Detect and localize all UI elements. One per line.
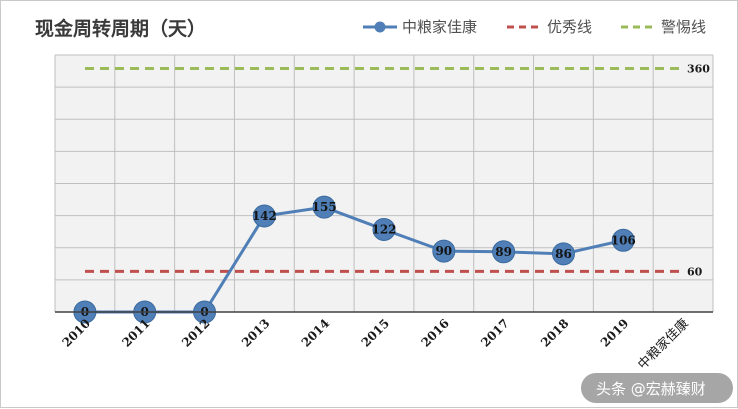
legend-item-series: 中粮家佳康 xyxy=(363,18,477,36)
x-tick-label: 2010 xyxy=(60,316,94,350)
data-point-marker xyxy=(432,239,456,263)
legend-series-marker xyxy=(374,21,386,33)
data-point-label: 122 xyxy=(371,222,396,236)
data-point-marker xyxy=(312,195,336,219)
data-point-label: 142 xyxy=(252,209,277,223)
legend-item-excellent-line: 优秀线 xyxy=(507,18,592,36)
data-point-label: 89 xyxy=(495,245,512,259)
reference-line-label-60: 60 xyxy=(687,265,703,278)
legend-warning-label: 警惕线 xyxy=(661,18,706,36)
legend-excellent-label: 优秀线 xyxy=(547,18,592,36)
data-point-marker xyxy=(372,217,396,241)
x-tick-label: 2013 xyxy=(239,316,273,350)
watermark: 头条 @宏赫臻财 xyxy=(581,373,733,403)
chart-title: 现金周转周期（天） xyxy=(35,17,206,40)
x-axis: 2010 2011 2012 2013 2014 2015 2016 2017 2018 2019… xyxy=(55,311,713,373)
x-tick-label: 2015 xyxy=(359,316,393,350)
data-point-marker xyxy=(551,242,575,266)
x-tick-label: 2016 xyxy=(418,316,452,350)
reference-line-label-360: 360 xyxy=(687,63,710,76)
data-point-label: 86 xyxy=(555,247,572,261)
data-point-marker xyxy=(492,240,516,264)
watermark-text: 头条 @宏赫臻财 xyxy=(596,380,706,398)
legend-item-warning-line: 警惕线 xyxy=(621,18,706,36)
data-point-marker xyxy=(611,228,635,252)
x-tick-label: 2017 xyxy=(478,316,512,350)
x-tick-label: 2012 xyxy=(179,316,213,350)
legend-series-label: 中粮家佳康 xyxy=(402,18,477,36)
x-tick-label: 2019 xyxy=(598,316,632,350)
x-tick-label: 2011 xyxy=(119,316,153,350)
x-tick-label: 2018 xyxy=(538,316,572,350)
x-tick-label: 2014 xyxy=(299,316,333,350)
x-tick-label: 中粮家佳康 xyxy=(635,316,692,373)
watermark-background xyxy=(581,373,733,403)
data-point-label: 90 xyxy=(435,244,452,258)
data-point-label: 155 xyxy=(312,200,337,214)
data-point-marker xyxy=(252,204,276,228)
gridlines xyxy=(54,54,714,312)
data-point-label: 106 xyxy=(611,233,636,247)
reference-lines: 60 360 xyxy=(85,63,710,278)
legend: 中粮家佳康 优秀线 警惕线 xyxy=(363,18,706,36)
